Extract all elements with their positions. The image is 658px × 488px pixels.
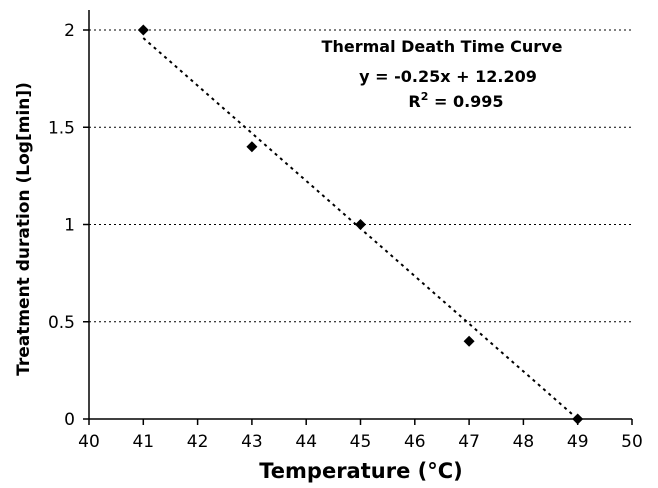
data-point — [246, 141, 258, 153]
y-tick-label: 2 — [64, 21, 75, 41]
y-ticks: 0 0.5 1 1.5 2 — [48, 21, 89, 430]
y-axis-title: Treatment duration (Log[min]) — [14, 82, 34, 376]
x-tick-label: 41 — [132, 432, 154, 452]
r-squared-value: = 0.995 — [428, 92, 503, 111]
y-tick-label: 0 — [64, 410, 75, 430]
trendline-equation: y = -0.25x + 12.209 — [359, 67, 537, 86]
x-tick-label: 50 — [621, 432, 643, 452]
y-tick-label: 1 — [64, 216, 75, 236]
data-point — [137, 24, 149, 36]
y-tick-label: 0.5 — [48, 313, 75, 333]
x-tick-label: 46 — [404, 432, 426, 452]
x-tick-label: 40 — [78, 432, 100, 452]
y-tick-label: 1.5 — [48, 118, 75, 138]
x-tick-label: 42 — [187, 432, 209, 452]
r-squared-label: R2 = 0.995 — [408, 90, 503, 111]
x-ticks: 40 41 42 43 44 45 46 47 48 49 50 — [78, 419, 643, 452]
x-axis-title: Temperature (°C) — [259, 459, 462, 483]
chart-title: Thermal Death Time Curve — [322, 37, 563, 56]
x-tick-label: 47 — [458, 432, 480, 452]
data-point — [572, 413, 584, 425]
x-tick-label: 43 — [241, 432, 263, 452]
data-points — [137, 24, 584, 425]
x-tick-label: 44 — [295, 432, 317, 452]
x-tick-label: 45 — [350, 432, 372, 452]
x-tick-label: 49 — [567, 432, 589, 452]
r-squared-exponent: 2 — [421, 90, 429, 103]
data-point — [463, 335, 475, 347]
r-squared-prefix: R — [408, 92, 420, 111]
data-point — [355, 219, 366, 230]
x-tick-label: 48 — [513, 432, 535, 452]
